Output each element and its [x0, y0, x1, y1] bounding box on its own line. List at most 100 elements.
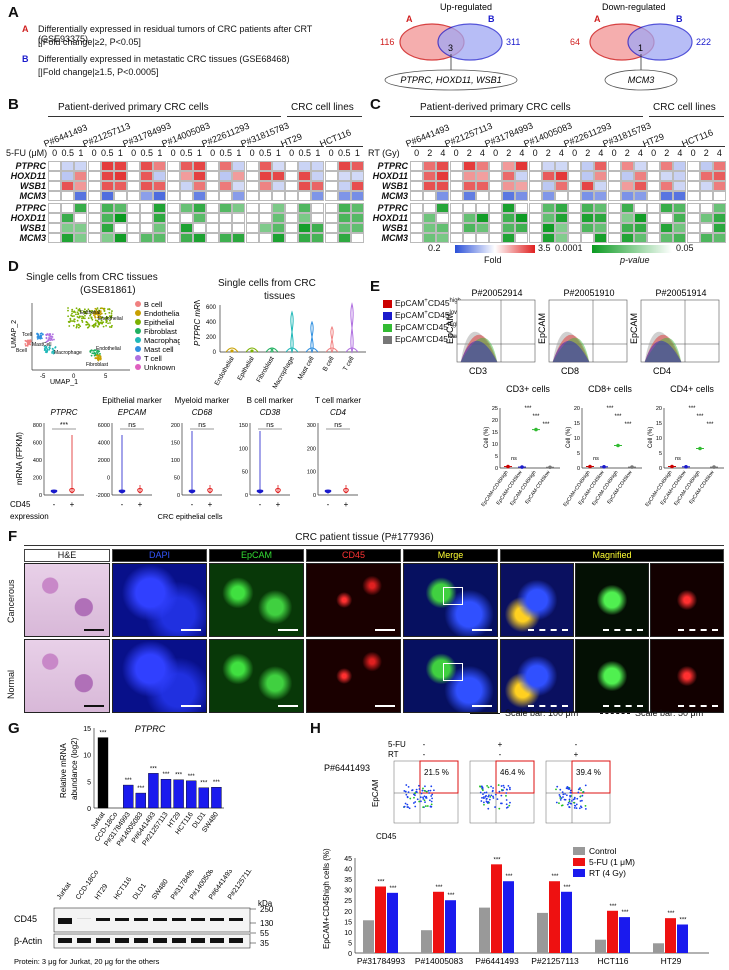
- heat-cell-fold: [647, 181, 661, 191]
- svg-text:abundance (log2): abundance (log2): [70, 737, 79, 800]
- svg-text:400: 400: [206, 320, 217, 326]
- heat-cell-fold: [647, 171, 661, 181]
- svg-text:***: ***: [213, 780, 221, 786]
- dose-label: 0: [210, 148, 216, 158]
- svg-text:5: 5: [659, 451, 662, 457]
- panel-a-label: A: [8, 4, 19, 21]
- heat-cell-fold: [515, 161, 529, 171]
- heat-cell-fold: [206, 181, 220, 191]
- heat-cell-p: [502, 223, 516, 233]
- channel-label: EpCAM: [209, 549, 304, 562]
- umap-sub: (GSE81861): [80, 285, 136, 296]
- heat-cell-p: [554, 203, 568, 213]
- svg-text:EpCAM+CD45high cells (%): EpCAM+CD45high cells (%): [322, 848, 331, 949]
- p-min: 0.0001: [555, 243, 583, 253]
- heat-cell-fold: [528, 191, 542, 201]
- flow-legend-item: EpCAM-CD45high: [383, 322, 459, 332]
- heat-cell-fold: [219, 161, 233, 171]
- heat-cell-p: [633, 233, 647, 243]
- heat-cell-fold: [61, 171, 75, 181]
- svg-text:***: ***: [551, 874, 559, 880]
- heat-cell-p: [350, 233, 364, 243]
- dose-label: 4: [440, 148, 446, 158]
- gene-label-fold: PTPRC: [15, 161, 46, 171]
- ptprc-bar-chart: PTPRC 0 5 10 15 Relative mRNA abundance (log2)…: [59, 724, 224, 848]
- svg-text:-: -: [423, 740, 426, 749]
- legend-b-sub: [|Fold change|≥1.5, P<0.0005]: [38, 67, 159, 77]
- heat-cell-fold: [423, 181, 437, 191]
- svg-text:***: ***: [679, 918, 687, 924]
- heat-cell-p: [594, 223, 608, 233]
- heat-cell-p: [311, 203, 325, 213]
- heat-cell-fold: [61, 181, 75, 191]
- heat-cell-p: [502, 213, 516, 223]
- svg-text:20: 20: [344, 909, 352, 916]
- heat-cell-p: [712, 213, 726, 223]
- heat-cell-p: [232, 233, 246, 243]
- svg-text:+: +: [70, 500, 75, 509]
- dose-label: 0.5: [100, 148, 114, 158]
- heat-cell-p: [528, 233, 542, 243]
- panel-h-label: H: [310, 720, 321, 737]
- heat-cell-p: [140, 233, 154, 243]
- dose-label: 0: [249, 148, 255, 158]
- flow-legend-item: EpCAM+CD45low: [383, 310, 459, 320]
- scale-bar: [181, 629, 201, 631]
- svg-text:T cell marker: T cell marker: [315, 396, 361, 405]
- heat-cell-fold: [140, 181, 154, 191]
- heat-cell-p: [607, 233, 621, 243]
- heat-cell-p: [219, 213, 233, 223]
- heat-cell-p: [192, 223, 206, 233]
- gene-label-fold: HOXD11: [10, 171, 46, 181]
- heat-cell-p: [127, 223, 141, 233]
- heat-cell-fold: [74, 171, 88, 181]
- heat-cell-fold: [410, 161, 424, 171]
- legend-sign: +: [424, 310, 428, 317]
- heat-cell-p: [100, 213, 114, 223]
- heat-cell-p: [324, 223, 338, 233]
- down-genes: MCM3: [628, 75, 655, 85]
- heat-cell-fold: [140, 161, 154, 171]
- heat-cell-fold: [607, 171, 621, 181]
- scale-bar: [375, 705, 395, 707]
- heat-cell-fold: [568, 191, 582, 201]
- heat-cell-p: [581, 213, 595, 223]
- heat-cell-fold: [350, 161, 364, 171]
- scale-bar-dashed: [528, 705, 568, 707]
- heat-cell-fold: [410, 181, 424, 191]
- svg-text:0: 0: [577, 466, 580, 472]
- dose-label: 4: [716, 148, 722, 158]
- svg-text:CD3+ cells: CD3+ cells: [506, 384, 550, 394]
- heat-cell-p: [515, 213, 529, 223]
- heat-cell-fold: [528, 181, 542, 191]
- heat-cell-fold: [489, 191, 503, 201]
- heat-cell-fold: [502, 191, 516, 201]
- heat-cell-p: [475, 233, 489, 243]
- heat-cell-p: [515, 223, 529, 233]
- heat-cell-p: [192, 203, 206, 213]
- tissue-image: [209, 639, 304, 713]
- heat-cell-fold: [620, 191, 634, 201]
- svg-text:5: 5: [87, 779, 91, 786]
- scale-bar: [472, 629, 492, 631]
- svg-text:Epithelial: Epithelial: [236, 355, 256, 382]
- svg-text:130: 130: [260, 919, 274, 928]
- heat-cell-p: [87, 213, 101, 223]
- gene-label-p: MCM3: [381, 233, 409, 243]
- svg-text:PTPRC: PTPRC: [135, 724, 166, 734]
- heat-cell-p: [436, 203, 450, 213]
- legend-swatch: [383, 311, 392, 320]
- heat-cell-p: [410, 203, 424, 213]
- svg-text:ns: ns: [128, 422, 136, 429]
- heat-cell-p: [423, 213, 437, 223]
- svg-text:Epithelial: Epithelial: [144, 318, 175, 327]
- heat-cell-fold: [568, 181, 582, 191]
- dose-label: 4: [558, 148, 564, 158]
- svg-text:40: 40: [344, 867, 352, 874]
- heat-cell-p: [179, 213, 193, 223]
- svg-text:100: 100: [239, 446, 248, 452]
- heat-cell-fold: [258, 181, 272, 191]
- heat-cell-p: [153, 213, 167, 223]
- dose-label: 0: [328, 148, 334, 158]
- heat-cell-fold: [660, 161, 674, 171]
